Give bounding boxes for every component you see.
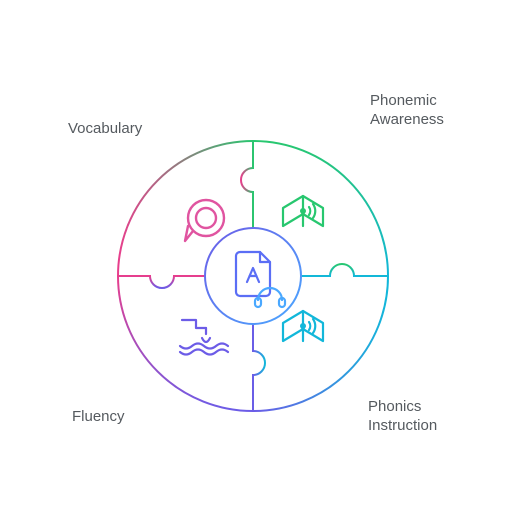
diagram-stage: Vocabulary Phonemic Awareness Fluency Ph… [0, 0, 506, 506]
book-sound-icon [283, 311, 323, 341]
water-pipe-icon [180, 320, 228, 355]
speech-circle-icon [185, 200, 224, 241]
label-phonemic-awareness: Phonemic Awareness [370, 92, 444, 130]
label-vocabulary: Vocabulary [68, 120, 142, 139]
label-phonics-instruction: Phonics Instruction [368, 398, 437, 436]
book-sound-icon [283, 196, 323, 226]
center-doc-listen-icon [236, 252, 285, 307]
label-fluency: Fluency [72, 408, 125, 427]
